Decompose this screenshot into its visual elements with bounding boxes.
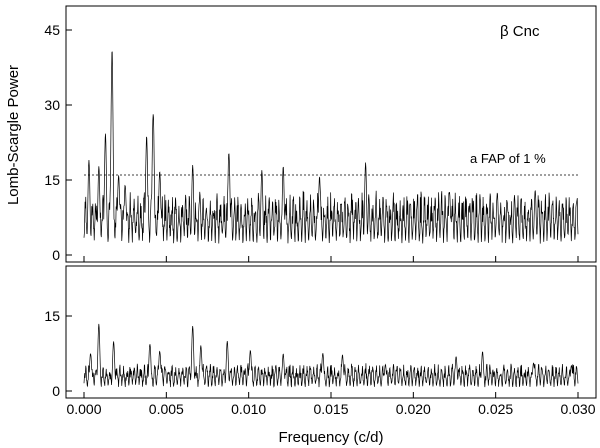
top-y-axis: 0 15 30 45: [44, 22, 72, 263]
x-axis-title: Frequency (c/d): [278, 429, 383, 446]
top-y-tick-label: 45: [44, 22, 60, 38]
top-y-tick-label: 15: [44, 172, 60, 188]
x-tick-label: 0.000: [66, 401, 101, 417]
bottom-y-tick-label: 15: [44, 308, 60, 324]
top-periodogram-line: [83, 51, 579, 244]
x-tick-label: 0.020: [396, 401, 431, 417]
x-axis: 0.000 0.005 0.010 0.015 0.020 0.025 0.030: [66, 256, 596, 417]
star-label: β Cnc: [500, 23, 540, 40]
bottom-y-axis: 0 15: [44, 308, 72, 399]
y-axis-title: Lomb-Scargle Power: [5, 65, 22, 205]
x-tick-label: 0.015: [313, 401, 348, 417]
top-y-tick-label: 30: [44, 97, 60, 113]
top-y-tick-label: 0: [52, 247, 60, 263]
fap-label: a FAP of 1 %: [470, 151, 546, 166]
bottom-periodogram-line: [83, 323, 579, 388]
bottom-y-tick-label: 0: [52, 383, 60, 399]
x-tick-label: 0.030: [560, 401, 595, 417]
x-tick-label: 0.005: [149, 401, 184, 417]
x-tick-label: 0.010: [231, 401, 266, 417]
x-tick-label: 0.025: [478, 401, 513, 417]
